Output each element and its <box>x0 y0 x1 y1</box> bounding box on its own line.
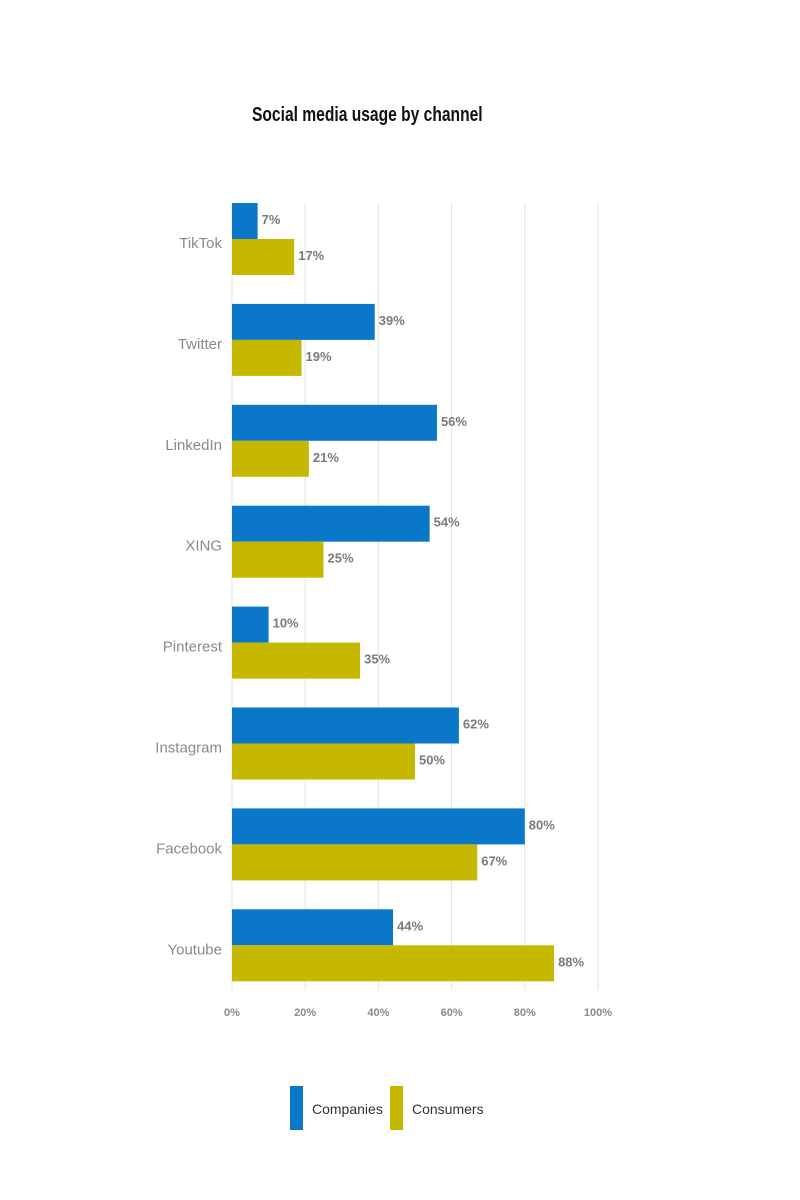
value-label: 39% <box>379 313 405 328</box>
bar-companies <box>232 909 394 946</box>
legend: Companies Consumers <box>290 1086 484 1130</box>
value-label: 35% <box>364 652 390 667</box>
bar-consumers <box>232 440 309 477</box>
value-label: 62% <box>463 717 489 732</box>
legend-swatch-consumers <box>390 1086 403 1130</box>
bar-companies <box>232 404 437 441</box>
category-label: Youtube <box>167 941 222 958</box>
category-label: LinkedIn <box>165 437 222 454</box>
category-label: XING <box>185 538 222 555</box>
bar-consumers <box>232 239 295 275</box>
bar-consumers <box>232 339 302 376</box>
value-label: 17% <box>298 248 324 263</box>
bar-companies <box>232 707 459 744</box>
bar-companies <box>232 808 525 845</box>
category-label: Facebook <box>156 840 222 857</box>
bar-companies <box>232 303 375 340</box>
value-label: 44% <box>397 918 423 933</box>
bar-companies <box>232 606 269 643</box>
value-label: 21% <box>313 450 339 465</box>
category-label: Instagram <box>155 740 222 757</box>
bars-layer <box>232 203 555 982</box>
x-tick-label: 100% <box>584 1007 612 1019</box>
labels-layer: 0% 20% 40% 60% 80% 100% TikTok 7% 17% Twitter 39% 1… <box>155 212 612 1019</box>
x-tick-label: 80% <box>514 1007 536 1019</box>
value-label: 25% <box>328 551 354 566</box>
value-label: 19% <box>306 349 332 364</box>
value-label: 54% <box>434 515 460 530</box>
bar-consumers <box>232 844 478 881</box>
category-label: Pinterest <box>163 639 223 656</box>
category-label: TikTok <box>179 235 222 252</box>
bar-consumers <box>232 743 415 780</box>
value-label: 88% <box>558 954 584 969</box>
x-tick-label: 0% <box>224 1007 240 1019</box>
legend-swatch-companies <box>290 1086 303 1130</box>
value-label: 50% <box>419 753 445 768</box>
bar-consumers <box>232 642 361 679</box>
legend-label: Consumers <box>412 1101 484 1117</box>
chart-title: Social media usage by channel <box>252 104 483 126</box>
bar-companies <box>232 203 258 239</box>
value-label: 67% <box>481 853 507 868</box>
value-label: 80% <box>529 817 555 832</box>
value-label: 7% <box>262 212 281 227</box>
x-tick-label: 20% <box>294 1007 316 1019</box>
legend-label: Companies <box>312 1101 383 1117</box>
category-label: Twitter <box>178 336 222 353</box>
x-tick-label: 60% <box>441 1007 463 1019</box>
x-tick-label: 40% <box>367 1007 389 1019</box>
bar-consumers <box>232 945 555 982</box>
value-label: 56% <box>441 414 467 429</box>
value-label: 10% <box>273 616 299 631</box>
bar-companies <box>232 505 430 542</box>
bar-consumers <box>232 541 324 578</box>
